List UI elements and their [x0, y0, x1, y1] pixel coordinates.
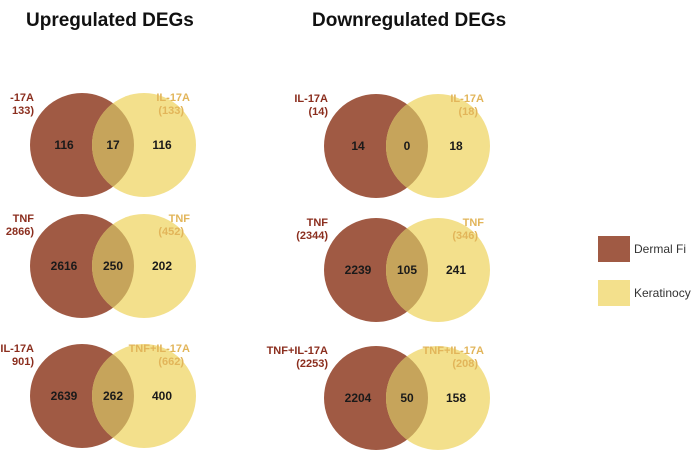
keratinocyte-total-label: (662): [158, 356, 184, 368]
keratinocyte-condition-label: IL-17A: [156, 92, 190, 104]
keratinocyte-condition-label: TNF+IL-17A: [423, 345, 484, 357]
keratinocyte-only-count: 241: [446, 263, 466, 277]
downregulated-title: Downregulated DEGs: [312, 10, 507, 31]
dermal-condition-label: TNF+IL-17A: [267, 345, 328, 357]
dermal-only-count: 116: [54, 138, 74, 152]
dermal-total-label: (2344): [296, 230, 328, 242]
overlap-count: 0: [404, 139, 411, 153]
dermal-only-count: 2616: [51, 259, 78, 273]
keratinocyte-only-count: 400: [152, 389, 172, 403]
keratinocyte-total-label: (346): [452, 230, 478, 242]
overlap-count: 17: [106, 138, 120, 152]
keratinocyte-condition-label: IL-17A: [450, 93, 484, 105]
overlap-count: 250: [103, 259, 123, 273]
dermal-condition-label: TNF: [13, 213, 35, 225]
dermal-total-label: (14): [308, 106, 328, 118]
keratinocyte-total-label: (208): [452, 358, 478, 370]
keratinocyte-only-count: 202: [152, 259, 172, 273]
upregulated-title: Upregulated DEGs: [26, 10, 194, 31]
dermal-total-label: 901): [12, 356, 34, 368]
legend-swatch-dermal: [598, 236, 630, 262]
keratinocyte-only-count: 158: [446, 391, 466, 405]
keratinocyte-condition-label: TNF+IL-17A: [129, 343, 190, 355]
dermal-only-count: 14: [351, 139, 365, 153]
overlap-region: [386, 346, 428, 450]
overlap-region: [92, 214, 134, 318]
legend-item-keratinocyte: Keratinocy: [598, 280, 700, 316]
keratinocyte-only-count: 116: [152, 138, 172, 152]
legend-label-dermal: Dermal Fi: [634, 242, 687, 256]
dermal-only-count: 2639: [51, 389, 78, 403]
dermal-condition-label: IL-17A: [294, 93, 328, 105]
dermal-only-count: 2239: [345, 263, 372, 277]
legend-label-keratinocyte: Keratinocy: [634, 286, 691, 300]
overlap-region: [386, 94, 428, 198]
keratinocyte-condition-label: TNF: [463, 217, 485, 229]
keratinocyte-total-label: (452): [158, 226, 184, 238]
dermal-condition-label: TNF: [307, 217, 329, 229]
overlap-count: 50: [400, 391, 414, 405]
dermal-total-label: 2866): [6, 226, 34, 238]
overlap-region: [386, 218, 428, 322]
keratinocyte-only-count: 18: [449, 139, 463, 153]
keratinocyte-condition-label: TNF: [169, 213, 191, 225]
overlap-count: 262: [103, 389, 123, 403]
dermal-condition-label: -17A: [10, 92, 34, 104]
dermal-total-label: (2253): [296, 358, 328, 370]
dermal-only-count: 2204: [345, 391, 372, 405]
keratinocyte-total-label: (133): [158, 105, 184, 117]
overlap-region: [92, 344, 134, 448]
dermal-condition-label: -IL-17A: [0, 343, 34, 355]
overlap-count: 105: [397, 263, 417, 277]
legend-item-dermal: Dermal Fi: [598, 236, 700, 272]
legend-swatch-keratinocyte: [598, 280, 630, 306]
dermal-total-label: 133): [12, 105, 34, 117]
overlap-region: [92, 93, 134, 197]
keratinocyte-total-label: (18): [458, 106, 478, 118]
